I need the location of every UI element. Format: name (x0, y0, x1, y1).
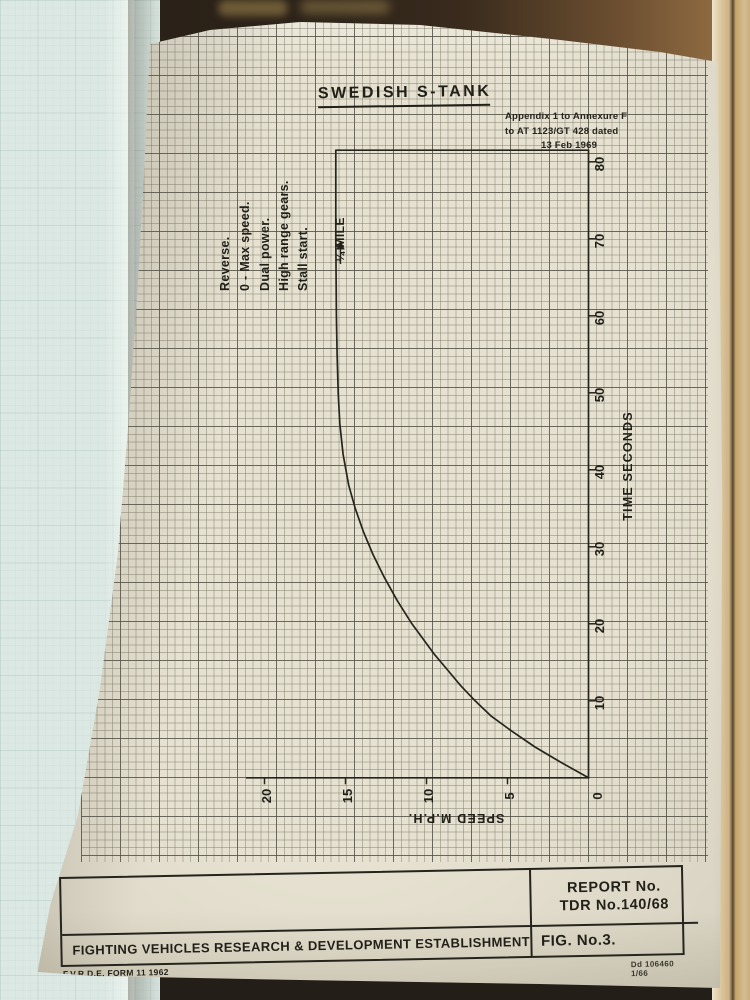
speed-tick-label: 0 (590, 792, 605, 800)
time-axis-label: TIME SECONDS (621, 411, 635, 521)
time-tick-label: 80 (592, 156, 607, 172)
time-tick-label: 30 (592, 541, 607, 557)
report-number-cell: REPORT No. TDR No.140/68 (530, 866, 698, 927)
embossed-cover-lettering (300, 0, 390, 14)
embossed-cover-lettering (218, 0, 288, 16)
test-condition-note: Reverse. (218, 236, 232, 291)
quarter-mile-arrowhead (336, 240, 345, 250)
report-number-label: REPORT No. (566, 877, 662, 896)
speed-tick-label: 5 (501, 792, 517, 800)
time-tick-label: 40 (592, 464, 607, 480)
time-tick-label: 20 (592, 618, 607, 634)
print-code: Dd 106460 1/66 (630, 959, 675, 979)
test-condition-note: High range gears. (277, 180, 291, 291)
time-tick-label: 60 (592, 310, 607, 326)
page-title: SWEDISH S-TANK (317, 83, 491, 109)
time-tick-label: 50 (592, 387, 607, 403)
speed-tick-label: 20 (258, 788, 274, 804)
speed-tick-label: 15 (339, 788, 355, 804)
title-block-empty-cell (61, 869, 532, 936)
speed-axis-label: SPEED M.P.H. (407, 811, 505, 825)
speed-vs-time-curve (334, 149, 589, 779)
figure-number: FIG. No.3. (540, 931, 617, 950)
appendix-annotation-line: 13 Feb 1969 (541, 140, 598, 151)
time-tick-label: 70 (592, 233, 607, 249)
appendix-annotation-line: Appendix 1 to Annexure F (505, 111, 628, 122)
graph-paper-grid (81, 22, 708, 862)
time-tick-label: 10 (592, 695, 607, 711)
report-number-value: TDR No.140/68 (559, 895, 670, 914)
axis-tick-marks (263, 161, 596, 785)
speed-tick-label: 10 (420, 788, 436, 804)
appendix-annotation-line: to AT 1123/GT 428 dated (505, 125, 619, 137)
title-block: REPORT No. TDR No.140/68 FIGHTING VEHICL… (57, 862, 698, 984)
appendix-annotation: Appendix 1 to Annexure F to AT 1123/GT 4… (505, 110, 635, 154)
quarter-mile-label: ¼ MILE (333, 216, 347, 262)
test-condition-note: 0 - Max speed. (238, 201, 252, 291)
test-condition-note: Dual power. (258, 217, 272, 291)
test-condition-note: Stall start. (296, 226, 310, 291)
title-block-table: REPORT No. TDR No.140/68 FIGHTING VEHICL… (59, 865, 698, 968)
